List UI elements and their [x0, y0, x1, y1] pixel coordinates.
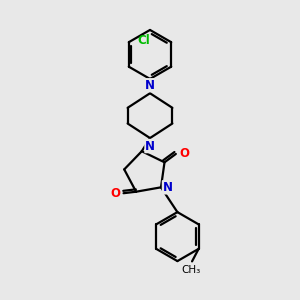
Text: Cl: Cl	[137, 34, 150, 47]
Text: N: N	[163, 181, 172, 194]
Text: N: N	[145, 140, 155, 152]
Text: CH₃: CH₃	[182, 265, 201, 275]
Text: N: N	[145, 79, 155, 92]
Text: O: O	[180, 147, 190, 161]
Text: O: O	[110, 187, 120, 200]
